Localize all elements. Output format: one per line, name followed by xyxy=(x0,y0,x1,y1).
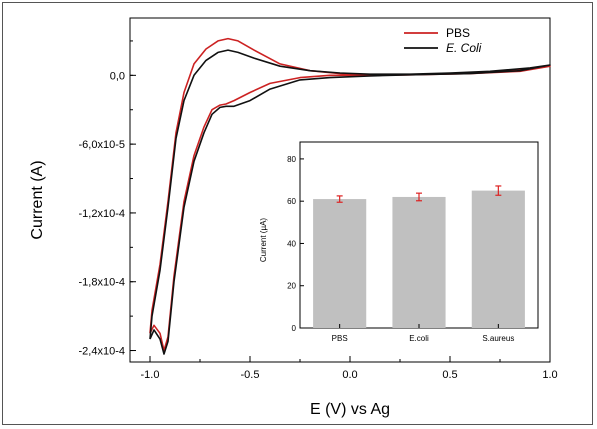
figure-frame xyxy=(2,2,593,425)
inset-y-axis-title: Current (µA) xyxy=(259,218,268,263)
inset-x-tick-label: E.coli xyxy=(409,334,429,343)
inset-bar xyxy=(471,190,525,328)
y-tick-label: -1,8x10-4 xyxy=(79,277,125,289)
inset-x-tick-label: S.aureus xyxy=(482,334,514,343)
inset-y-tick-label: 20 xyxy=(287,282,296,291)
x-tick-label: -0.5 xyxy=(241,369,260,381)
series-line-1 xyxy=(149,49,551,355)
inset-y-tick-label: 40 xyxy=(287,239,296,248)
inset-x-tick-label: PBS xyxy=(332,334,348,343)
series-line-0 xyxy=(149,37,551,352)
x-tick-label: 1.0 xyxy=(542,369,557,381)
inset-y-tick-label: 60 xyxy=(287,197,296,206)
main-plot-area xyxy=(129,17,551,363)
inset-y-tick-label: 0 xyxy=(292,324,297,333)
inset-bar xyxy=(392,196,446,328)
x-tick-label: 0.5 xyxy=(442,369,457,381)
y-tick-label: -6,0x10-5 xyxy=(79,139,125,151)
legend-label-pbs: PBS xyxy=(446,26,470,40)
x-tick-label: 0.0 xyxy=(342,369,357,381)
x-axis-title: E (V) vs Ag xyxy=(310,401,390,418)
x-tick-label: -1.0 xyxy=(141,369,160,381)
y-axis-title: Current (A) xyxy=(29,160,46,239)
y-tick-label: -2,4x10-4 xyxy=(79,346,125,358)
legend: PBS E. Coli xyxy=(404,26,482,55)
legend-label-ecoli: E. Coli xyxy=(446,41,482,55)
inset-y-tick-label: 80 xyxy=(287,155,296,164)
inset-bar xyxy=(313,199,367,328)
y-tick-label: 0,0 xyxy=(110,70,125,82)
y-tick-label: -1,2x10-4 xyxy=(79,208,125,220)
